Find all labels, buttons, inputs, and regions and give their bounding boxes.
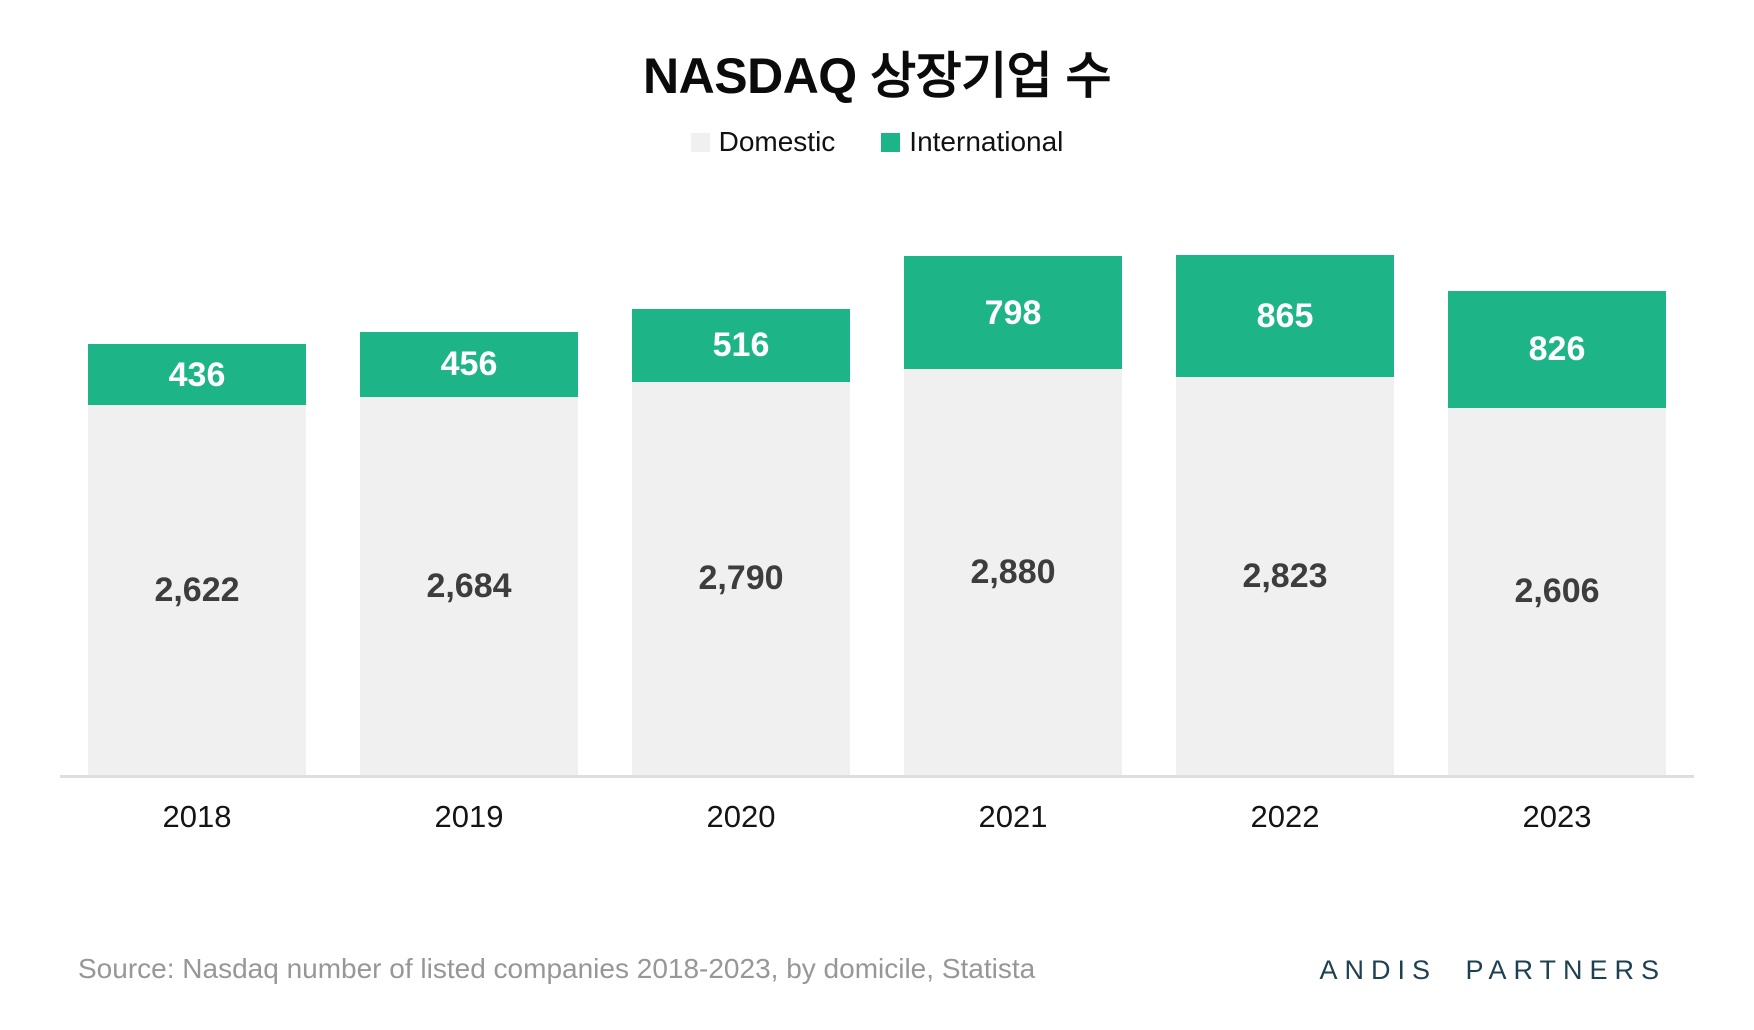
x-axis-label: 2022	[1250, 799, 1320, 834]
bar-column-2020: 516 2,790	[632, 308, 850, 775]
international-segment: 516	[632, 308, 850, 382]
domestic-value-label: 2,823	[1242, 557, 1328, 595]
international-value-label: 798	[984, 293, 1042, 332]
domestic-value-label: 2,880	[970, 552, 1056, 591]
source-note: Source: Nasdaq number of listed companie…	[78, 953, 1036, 984]
domestic-segment: 2,606	[1448, 407, 1666, 775]
x-axis-label: 2023	[1522, 799, 1592, 834]
international-segment: 865	[1176, 255, 1394, 377]
x-axis-label: 2021	[978, 799, 1048, 834]
legend-swatch-domestic-icon	[690, 132, 710, 152]
international-value-label: 456	[440, 345, 498, 384]
legend-label-international: International	[909, 126, 1064, 157]
plot-area: 436 2,622 456 2,684 516 2,790 798 2,880 865 2,823…	[60, 255, 1694, 778]
page-title: NASDAQ 상장기업 수	[643, 48, 1111, 104]
international-segment: 826	[1448, 291, 1666, 408]
legend-label-domestic: Domestic	[718, 126, 836, 157]
legend-swatch-international-icon	[881, 132, 901, 152]
bar-column-2018: 436 2,622	[88, 343, 306, 775]
international-value-label: 516	[712, 326, 770, 365]
domestic-value-label: 2,622	[154, 571, 240, 610]
domestic-value-label: 2,790	[698, 559, 784, 598]
international-value-label: 865	[1256, 297, 1314, 335]
chart-legend: Domestic International	[0, 128, 1754, 156]
domestic-segment: 2,880	[904, 368, 1122, 775]
domestic-segment: 2,790	[632, 381, 850, 775]
international-segment: 456	[360, 332, 578, 397]
domestic-segment: 2,823	[1176, 377, 1394, 775]
international-value-label: 826	[1528, 330, 1586, 369]
international-value-label: 436	[168, 355, 226, 394]
domestic-segment: 2,622	[88, 405, 306, 775]
bar-column-2022: 865 2,823	[1176, 255, 1394, 775]
international-segment: 436	[88, 343, 306, 406]
x-axis-label: 2018	[162, 799, 232, 834]
legend-item-international: International	[881, 128, 1063, 156]
x-axis-labels: 2018 2019 2020 2021 2022 2023	[60, 799, 1694, 834]
x-axis-label: 2019	[434, 799, 504, 834]
brand-logo: ANDIS PARTNERS	[1319, 955, 1666, 985]
bar-column-2019: 456 2,684	[360, 332, 578, 775]
domestic-value-label: 2,684	[426, 566, 512, 605]
domestic-segment: 2,684	[360, 396, 578, 775]
domestic-value-label: 2,606	[1514, 572, 1600, 611]
bar-column-2023: 826 2,606	[1448, 291, 1666, 775]
legend-item-domestic: Domestic	[690, 126, 836, 157]
bar-column-2021: 798 2,880	[904, 256, 1122, 775]
x-axis-label: 2020	[706, 799, 776, 834]
international-segment: 798	[904, 256, 1122, 369]
